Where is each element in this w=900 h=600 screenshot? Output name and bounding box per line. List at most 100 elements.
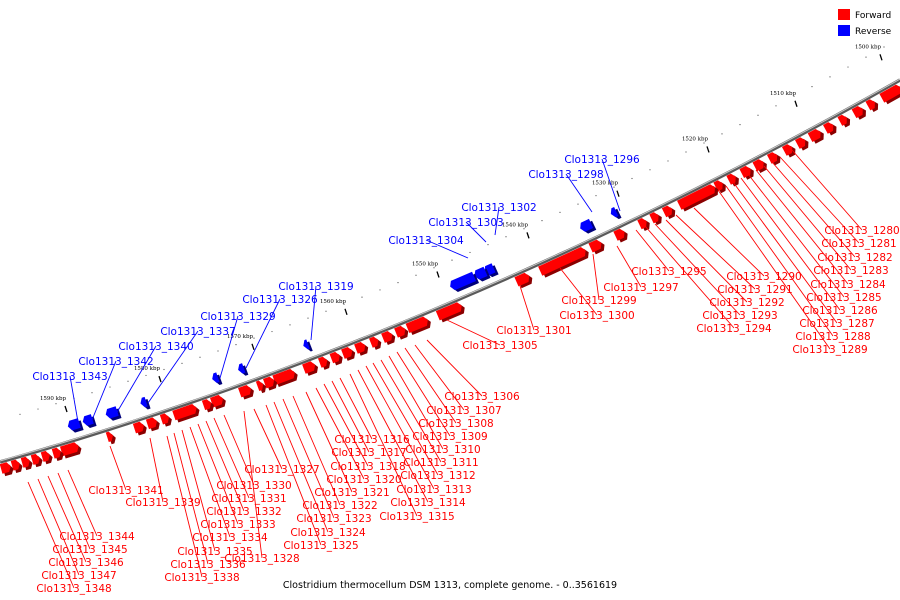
tick-mark (616, 190, 620, 197)
tick-label: 1550 kbp (412, 261, 439, 267)
backbone-highlight (0, 78, 900, 462)
gene-label: Clo1313_1345 (52, 544, 127, 556)
gene-label: Clo1313_1280 (824, 225, 899, 237)
tick-mark (794, 100, 798, 107)
leader-line (654, 223, 741, 316)
tick-label: 1500 kbp (855, 44, 882, 50)
gene-label: Clo1313_1317 (331, 447, 406, 459)
minor-tick (703, 142, 705, 144)
gene-label: Clo1313_1288 (795, 331, 870, 343)
minor-tick (199, 356, 201, 358)
gene-body (739, 165, 751, 179)
gene-body (865, 99, 875, 111)
forward-gene (354, 341, 369, 356)
gene-label: Clo1313_1333 (200, 519, 275, 531)
gene-body (713, 180, 723, 192)
leader-line (166, 435, 203, 578)
legend-forward-label: Forward (855, 11, 891, 21)
gene-label: Clo1313_1306 (444, 391, 520, 403)
minor-tick (379, 289, 381, 291)
minor-tick (55, 403, 57, 405)
gene-body (514, 272, 530, 287)
minor-tick (451, 259, 453, 261)
leader-line (635, 229, 670, 272)
reverse-gene (105, 406, 122, 421)
gene-label: Clo1313_1281 (821, 238, 896, 250)
gene-label: Clo1313_1308 (418, 418, 493, 430)
gene-label: Clo1313_1294 (696, 323, 772, 335)
forward-gene (435, 302, 465, 323)
gene-body (212, 372, 220, 383)
gene-label: Clo1313_1346 (48, 557, 124, 569)
tick-label: 1580 kbp (134, 366, 161, 372)
forward-gene (172, 404, 200, 423)
leader-line (310, 285, 317, 341)
forward-gene (837, 114, 851, 128)
gene-body (752, 159, 764, 172)
tick-label: 1590 kbp (40, 396, 67, 402)
leader-line (323, 383, 369, 467)
minor-tick (829, 76, 831, 78)
gene-body (105, 406, 119, 419)
gene-body (823, 122, 834, 134)
leader-line (665, 219, 748, 303)
minor-tick (163, 368, 165, 371)
gene-label: Clo1313_1304 (388, 235, 464, 247)
minor-tick (469, 251, 471, 254)
leader-line (565, 173, 593, 213)
leader-line (245, 298, 281, 369)
gene-body (837, 114, 847, 126)
forward-gene (381, 331, 396, 345)
gene-label: Clo1313_1324 (290, 527, 366, 539)
gene-label: Clo1313_1299 (561, 295, 636, 307)
forward-gene (51, 447, 64, 461)
gene-body (369, 336, 379, 348)
leader-line (732, 181, 838, 324)
gene-label: Clo1313_1348 (36, 583, 111, 595)
leader-line (494, 206, 500, 236)
gene-label: Clo1313_1285 (806, 292, 881, 304)
minor-tick (793, 95, 795, 97)
leader-line (601, 158, 621, 212)
minor-tick (577, 203, 579, 205)
leader-line (465, 221, 487, 243)
legend: Forward Reverse (838, 9, 892, 37)
gene-label: Clo1313_1326 (242, 294, 318, 306)
forward-gene (588, 239, 605, 255)
leader-line (253, 408, 283, 470)
gene-label: Clo1313_1328 (224, 553, 299, 565)
gene-body (637, 218, 647, 230)
gene-label: Clo1313_1319 (278, 281, 353, 293)
leader-line (349, 373, 418, 517)
gene-body (10, 459, 20, 471)
reverse-gene (580, 218, 597, 234)
minor-tick (595, 195, 597, 197)
gene-label: Clo1313_1339 (125, 497, 200, 509)
leader-line (717, 189, 831, 350)
gene-label: Clo1313_1313 (396, 484, 471, 496)
gene-body (238, 384, 252, 398)
gene-label: Clo1313_1344 (59, 531, 135, 543)
gene-body (807, 128, 821, 143)
minor-tick (883, 46, 885, 48)
leader-line (725, 185, 834, 337)
gene-label: Clo1313_1334 (192, 532, 268, 544)
gene-body (879, 84, 900, 103)
gene-label: Clo1313_1315 (379, 511, 454, 523)
reverse-gene (67, 418, 84, 433)
minor-tick (739, 124, 741, 126)
gene-body (613, 228, 625, 241)
minor-tick (775, 105, 777, 107)
forward-gene (613, 228, 628, 243)
forward-gene (394, 325, 409, 340)
gene-label: Clo1313_1331 (211, 493, 286, 505)
gene-label: Clo1313_1325 (283, 540, 358, 552)
minor-tick (649, 169, 651, 171)
tick-label: 1570 kbp (227, 334, 254, 340)
gene-body (105, 431, 113, 443)
gene-body (209, 394, 223, 408)
forward-gene (238, 384, 254, 400)
gene-body (450, 271, 476, 291)
leader-line (47, 475, 87, 563)
legend-forward-swatch (838, 9, 850, 20)
